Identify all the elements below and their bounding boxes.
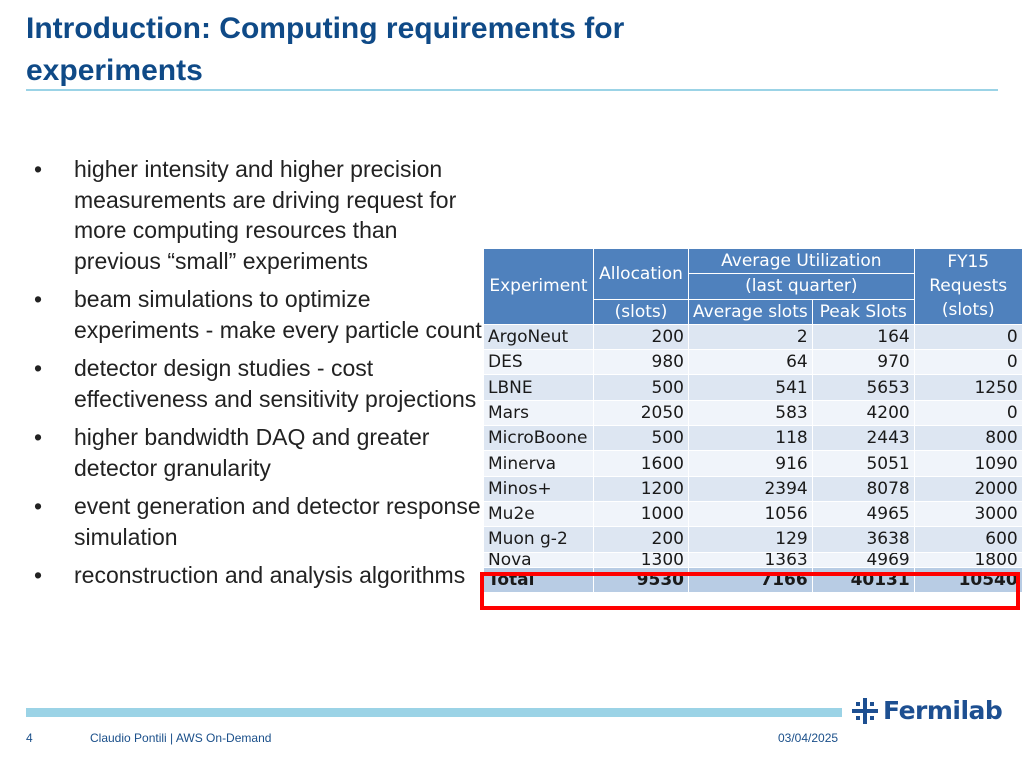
- table-row: ArgoNeut 200 2 164 0: [483, 323, 1023, 351]
- header-allocation: Allocation: [593, 248, 689, 300]
- bullet-dot: •: [34, 424, 43, 450]
- logo-text: Fermilab: [883, 696, 1003, 725]
- slide-title: Introduction: Computing requirements for…: [26, 8, 786, 92]
- bullet-dot: •: [34, 355, 43, 381]
- table-total-row: Total 9530 7166 40131 10540: [483, 566, 1023, 593]
- header-allocation-sub: (slots): [593, 298, 689, 325]
- bullet-text: beam simulations to optimize experiments…: [74, 286, 482, 343]
- title-line-2: experiments: [26, 54, 203, 87]
- header-average-slots: Average slots: [688, 298, 813, 325]
- bullet-item: • reconstruction and analysis algorithms: [30, 560, 490, 591]
- footer-bar: [26, 708, 842, 717]
- header-peak-slots: Peak Slots: [811, 298, 915, 325]
- footer-date: 03/04/2025: [778, 731, 839, 745]
- table-row: Minerva 1600 916 5051 1090: [483, 450, 1023, 477]
- bullet-dot: •: [34, 286, 43, 312]
- table-row: LBNE 500 541 5653 1250: [483, 374, 1023, 401]
- bullet-text: higher intensity and higher precision me…: [74, 156, 457, 274]
- bullet-text: detector design studies - cost effective…: [74, 355, 477, 412]
- table-row: Mars 2050 583 4200 0: [483, 399, 1023, 427]
- title-divider: [26, 89, 998, 91]
- bullet-list: • higher intensity and higher precision m…: [30, 154, 490, 599]
- footer-author: Claudio Pontili | AWS On-Demand: [90, 731, 272, 745]
- bullet-text: higher bandwidth DAQ and greater detecto…: [74, 424, 430, 481]
- table-row: Minos+ 1200 2394 8078 2000: [483, 475, 1023, 502]
- page-number: 4: [26, 731, 33, 745]
- bullet-item: • higher bandwidth DAQ and greater detect…: [30, 422, 490, 483]
- fermilab-logo: Fermilab: [852, 696, 1003, 725]
- header-fy15: FY15 Requests (slots): [913, 248, 1023, 325]
- table-row: Muon g-2 200 129 3638 600: [483, 526, 1023, 553]
- bullet-dot: •: [34, 156, 43, 182]
- bullet-item: • higher intensity and higher precision m…: [30, 154, 490, 276]
- header-utilization-sub: (last quarter): [688, 273, 915, 300]
- bullet-dot: •: [34, 562, 43, 588]
- table-row: Mu2e 1000 1056 4965 3000: [483, 500, 1023, 528]
- fermilab-logo-icon: [852, 697, 878, 724]
- header-utilization: Average Utilization: [688, 247, 915, 275]
- bullet-dot: •: [34, 493, 43, 519]
- bullet-item: • event generation and detector response …: [30, 491, 490, 552]
- table-row: DES 980 64 970 0: [483, 349, 1023, 376]
- table-row: Nova 1300 1363 4969 1800: [483, 551, 1023, 568]
- header-experiment: Experiment: [483, 248, 594, 325]
- bullet-text: event generation and detector response s…: [74, 493, 481, 550]
- computing-requirements-table: Experiment Allocation Average Utilizatio…: [483, 247, 1023, 593]
- title-line-1: Introduction: Computing requirements for: [26, 12, 625, 45]
- bullet-item: • beam simulations to optimize experiment…: [30, 284, 490, 345]
- table-row: MicroBoone 500 118 2443 800: [483, 425, 1023, 452]
- bullet-item: • detector design studies - cost effectiv…: [30, 353, 490, 414]
- bullet-text: reconstruction and analysis algorithms: [74, 562, 466, 588]
